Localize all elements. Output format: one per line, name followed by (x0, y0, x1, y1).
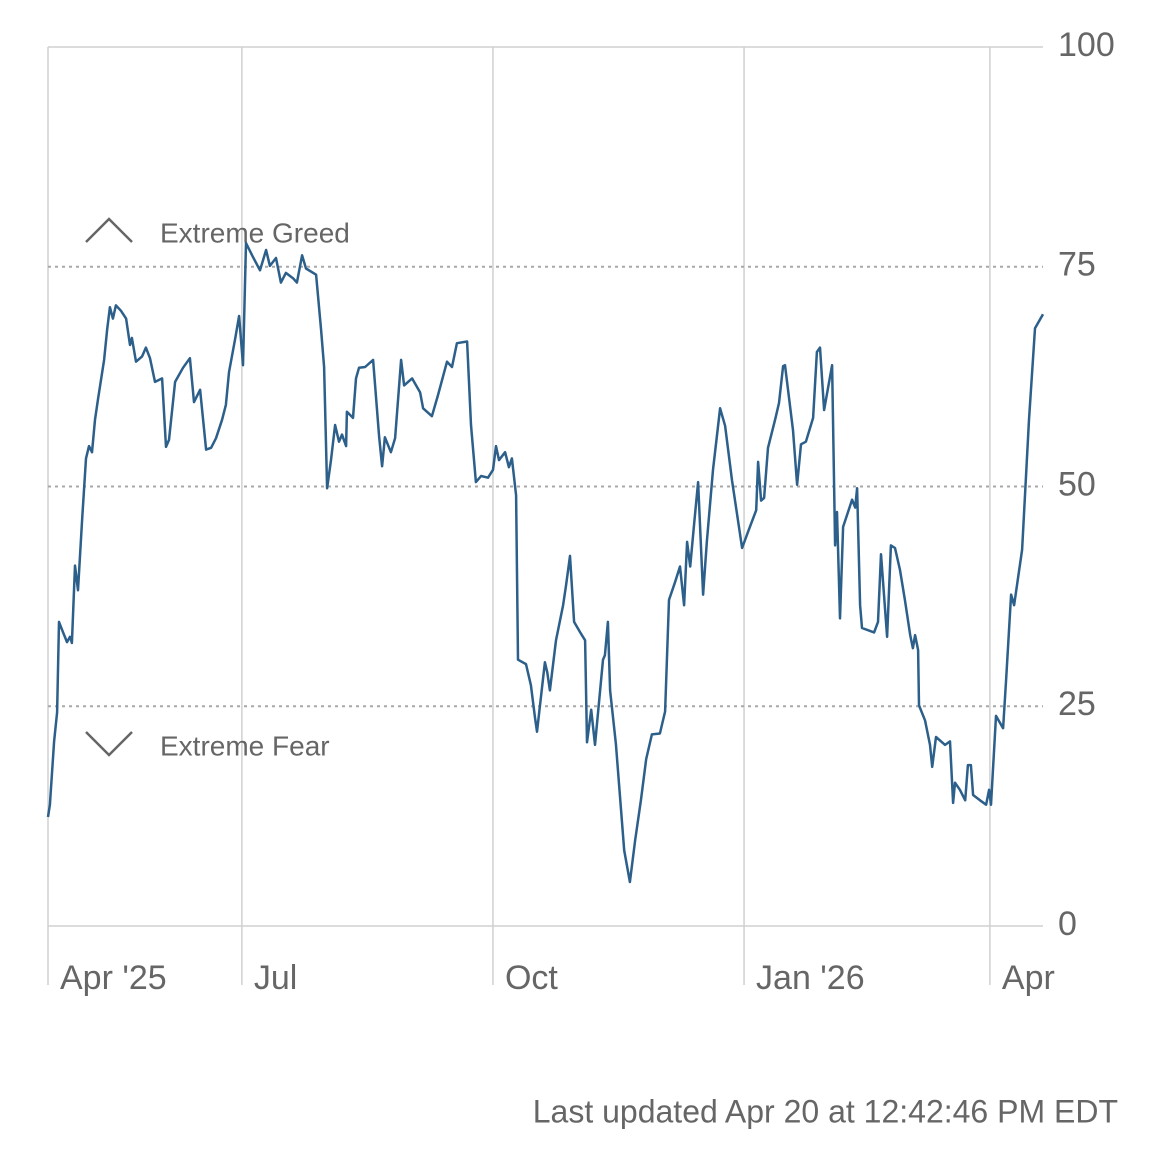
y-tick-label: 25 (1058, 685, 1096, 723)
fear-greed-line (46, 241, 1045, 884)
x-tick-label: Apr '25 (60, 959, 167, 997)
fear-chevron (85, 731, 133, 757)
y-tick-label: 0 (1058, 905, 1077, 943)
x-tick-label: Apr (1002, 959, 1055, 997)
greed-chevron (85, 217, 133, 243)
x-tick-label: Jan '26 (756, 959, 865, 997)
y-tick-label: 50 (1058, 465, 1096, 503)
annotations: Extreme Greed Extreme Fear (85, 217, 350, 761)
x-tick-label: Jul (254, 959, 297, 997)
y-tick-label: 75 (1058, 246, 1096, 284)
footer: Last updated Apr 20 at 12:42:46 PM EDT (533, 1093, 1118, 1129)
x-tick-label: Oct (505, 959, 558, 997)
fear-label: Extreme Fear (160, 730, 330, 761)
y-tick-label: 100 (1058, 26, 1115, 64)
greed-label: Extreme Greed (160, 217, 350, 248)
